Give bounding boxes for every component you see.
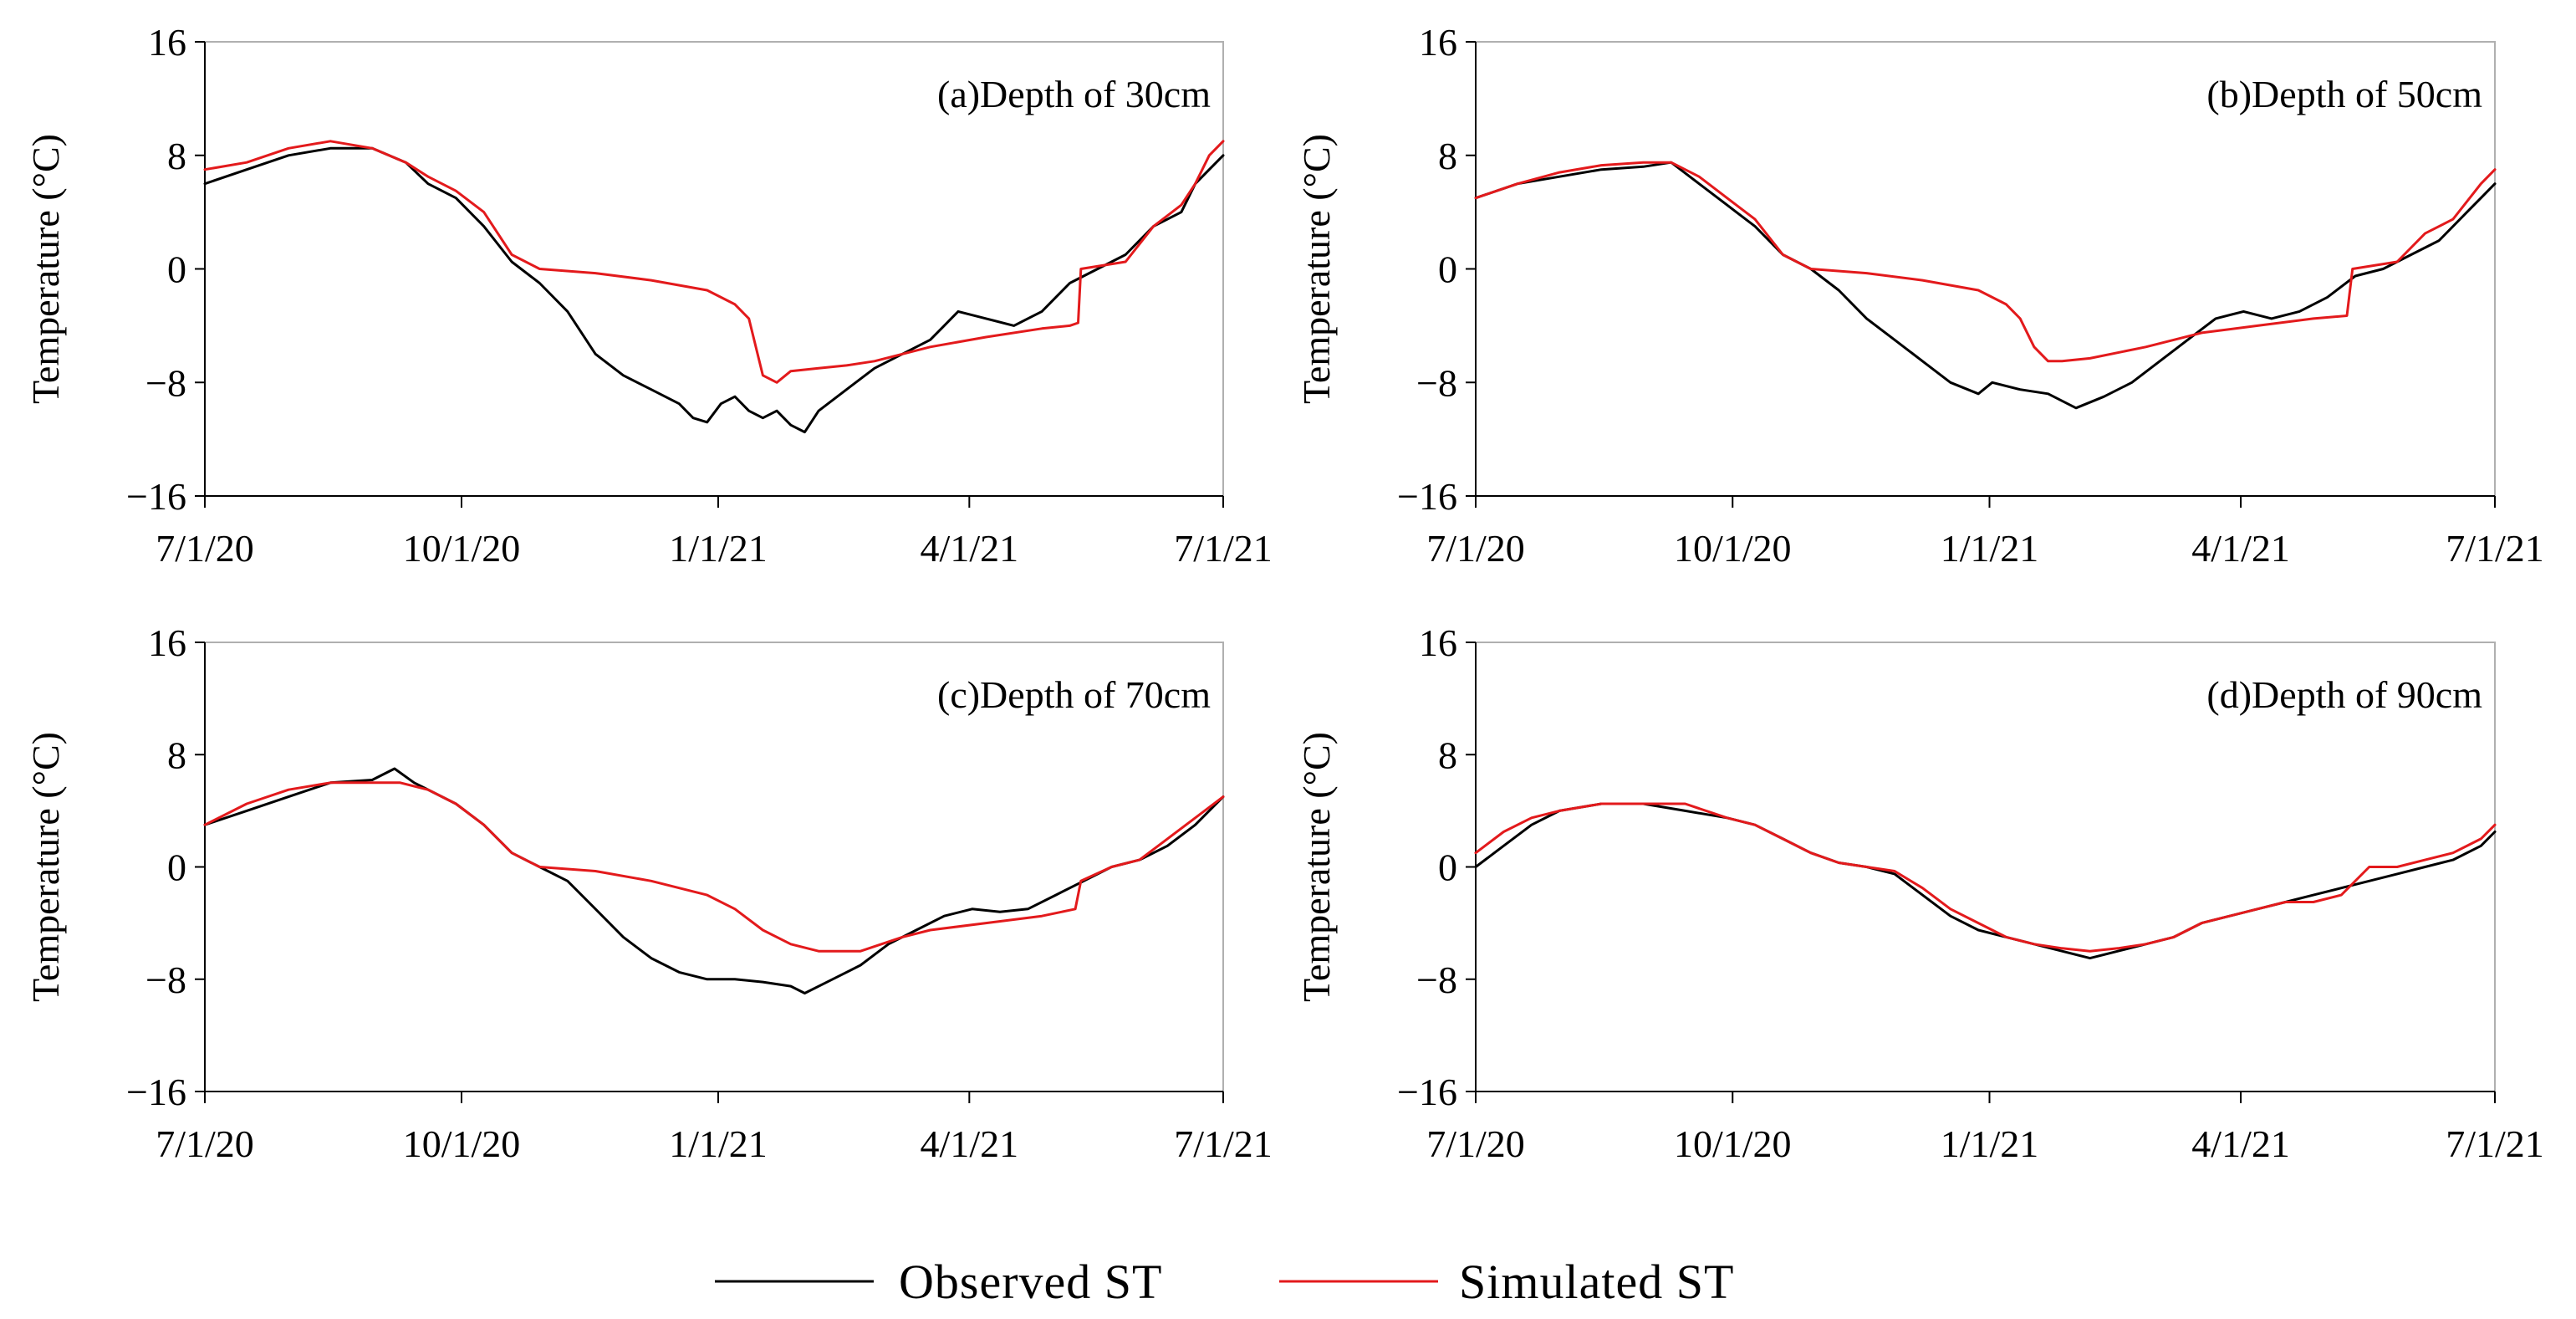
- panel-c-ytick-label: 16: [148, 621, 186, 664]
- panel-a-xtick-label: 10/1/20: [403, 527, 521, 570]
- panel-c-ytick-label: −16: [126, 1071, 186, 1113]
- panel-b-xtick-label: 10/1/20: [1674, 527, 1792, 570]
- panel-a-ytick-label: 8: [167, 135, 186, 177]
- legend-simulated-label: Simulated ST: [1459, 1255, 1734, 1309]
- panel-d-title: (d)Depth of 90cm: [2206, 673, 2482, 716]
- panel-b-simulated-series: [1474, 161, 2497, 363]
- panel-a-xtick-label: 4/1/21: [921, 527, 1019, 570]
- panel-d-xtick-label: 10/1/20: [1674, 1122, 1792, 1165]
- panel-b-xtick-label: 1/1/21: [1941, 527, 2039, 570]
- panel-b-observed-series: [1474, 161, 2497, 410]
- panel-a-simulated-series: [203, 140, 1225, 384]
- panel-d-xtick-label: 7/1/21: [2446, 1122, 2544, 1165]
- panel-d-ytick-label: 0: [1438, 846, 1457, 889]
- panel-a-y-axis-title: Temperature (°C): [24, 134, 67, 404]
- panel-c-y-axis-title: Temperature (°C): [24, 732, 67, 1002]
- panel-b: 16 8 0 −8 −16 7/1/20 10/1/20 1/1/21 4/1/21 7/1/21…: [1295, 21, 2544, 570]
- legend-observed-label: Observed ST: [899, 1255, 1162, 1309]
- panel-c-xtick-label: 4/1/21: [921, 1122, 1019, 1165]
- panel-b-ytick-label: −16: [1397, 475, 1457, 518]
- panel-c-title: (c)Depth of 70cm: [937, 673, 1211, 716]
- panel-a-title: (a)Depth of 30cm: [937, 73, 1211, 115]
- panel-d-xtick-label: 1/1/21: [1941, 1122, 2039, 1165]
- panel-b-y-axis-title: Temperature (°C): [1295, 134, 1338, 404]
- panel-c: 16 8 0 −8 −16 7/1/20 10/1/20 1/1/21 4/1/21 7/1/21…: [24, 621, 1273, 1165]
- panel-a-observed-series: [203, 146, 1225, 434]
- panel-c-ytick-label: 0: [167, 846, 186, 889]
- panel-b-xtick-label: 7/1/20: [1426, 527, 1525, 570]
- panel-c-xtick-label: 1/1/21: [669, 1122, 768, 1165]
- panel-a-xtick-label: 1/1/21: [669, 527, 768, 570]
- panel-c-observed-series: [203, 767, 1225, 994]
- panel-c-ytick-label: 8: [167, 734, 186, 776]
- panel-c-xtick-label: 10/1/20: [403, 1122, 521, 1165]
- panel-d-xtick-label: 4/1/21: [2191, 1122, 2290, 1165]
- panel-d-y-axis-title: Temperature (°C): [1295, 732, 1338, 1002]
- panel-a-ytick-label: 0: [167, 248, 186, 291]
- panel-b-ytick-label: 16: [1419, 21, 1457, 64]
- panel-b-xtick-label: 4/1/21: [2191, 527, 2290, 570]
- panel-c-frame: [205, 642, 1224, 1091]
- panel-d: 16 8 0 −8 −16 7/1/20 10/1/20 1/1/21 4/1/21 7/1/21…: [1295, 621, 2544, 1165]
- panel-a-xtick-label: 7/1/20: [156, 527, 254, 570]
- legend: Observed ST Simulated ST: [715, 1255, 1734, 1309]
- panel-d-ytick-label: −16: [1397, 1071, 1457, 1113]
- panel-d-ytick-label: 8: [1438, 734, 1457, 776]
- panel-b-ytick-label: 0: [1438, 248, 1457, 291]
- panel-a-ytick-label: −8: [145, 361, 186, 404]
- panel-c-xtick-label: 7/1/21: [1174, 1122, 1273, 1165]
- panels-container: 16 8 0 −8 −16 7/1/20 10/1/20 1/1/21 4/1/21 7/1/21…: [24, 21, 2544, 1165]
- panel-d-ytick-label: −8: [1416, 959, 1457, 1001]
- panel-d-frame: [1476, 642, 2496, 1091]
- panel-a-ytick-label: −16: [126, 475, 186, 518]
- panel-b-ytick-label: −8: [1416, 361, 1457, 404]
- panel-b-ytick-label: 8: [1438, 135, 1457, 177]
- panel-b-xtick-label: 7/1/21: [2446, 527, 2544, 570]
- panel-a-frame: [205, 41, 1224, 496]
- panel-a-ytick-label: 16: [148, 21, 186, 64]
- panel-a: 16 8 0 −8 −16 7/1/20 10/1/20 1/1/21 4/1/21 7/1/21…: [24, 21, 1273, 570]
- panel-c-simulated-series: [203, 781, 1225, 953]
- panel-b-frame: [1476, 41, 2496, 496]
- panel-c-xtick-label: 7/1/20: [156, 1122, 254, 1165]
- panel-d-xtick-label: 7/1/20: [1426, 1122, 1525, 1165]
- panel-c-ytick-label: −8: [145, 959, 186, 1001]
- panel-d-ytick-label: 16: [1419, 621, 1457, 664]
- panel-d-simulated-series: [1474, 802, 2497, 953]
- panel-d-observed-series: [1474, 802, 2497, 960]
- panel-b-title: (b)Depth of 50cm: [2206, 73, 2482, 115]
- panel-a-xtick-label: 7/1/21: [1174, 527, 1273, 570]
